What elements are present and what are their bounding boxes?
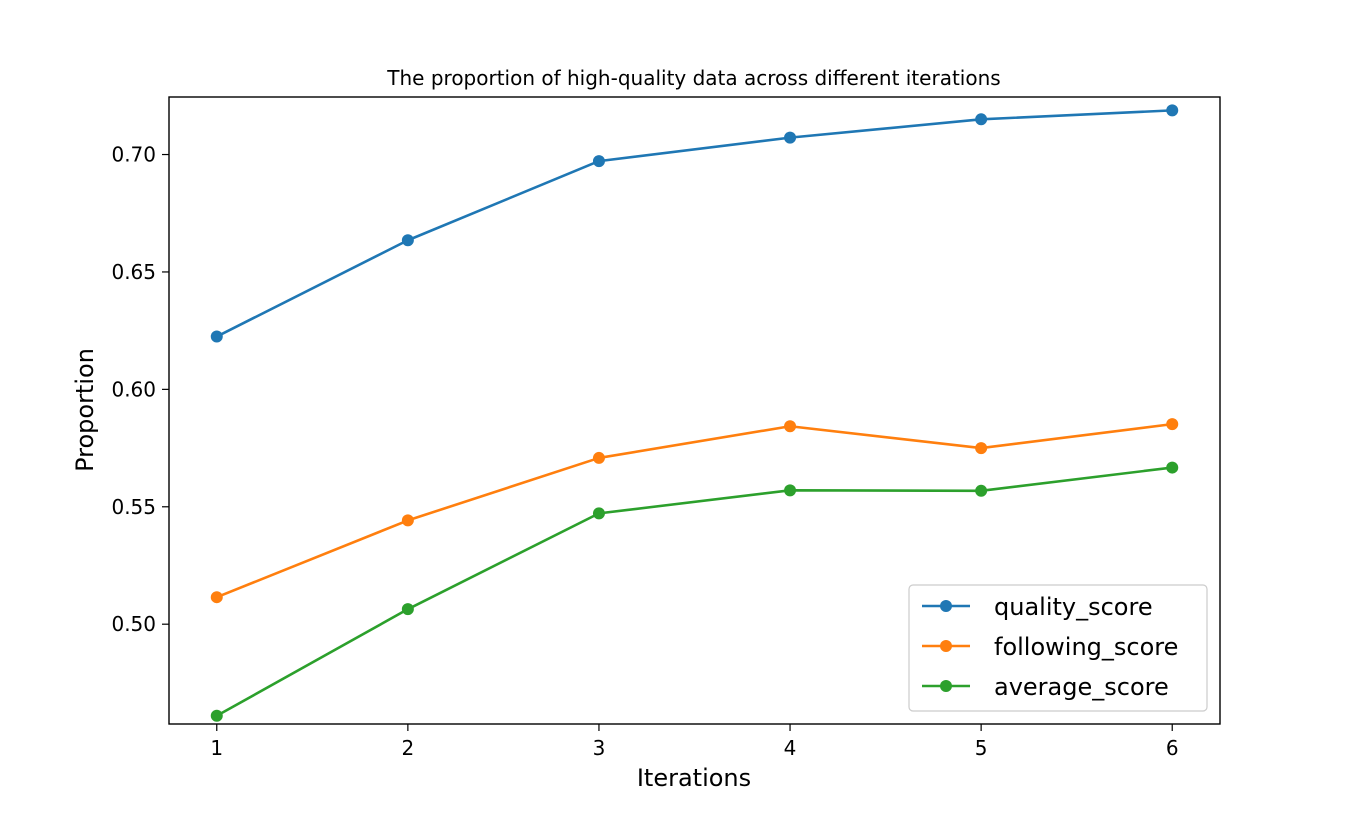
data-point-following_score	[975, 442, 988, 455]
data-point-following_score	[210, 591, 223, 604]
series-line-quality_score	[215, 109, 1174, 338]
legend-marker-quality_score	[940, 600, 952, 612]
data-point-average_score	[1166, 461, 1179, 474]
legend: quality_score following_score average_scor…	[908, 584, 1208, 712]
legend-marker-following_score	[940, 640, 952, 652]
x-tick-label: 4	[784, 736, 797, 760]
data-point-average_score	[210, 709, 223, 722]
x-axis-ticks: 1 2 3 4 5 6	[210, 724, 1179, 760]
plot-marks	[210, 104, 1179, 722]
plot-area-frame	[168, 96, 1221, 725]
legend-label-average_score: average_score	[994, 673, 1169, 701]
data-point-following_score	[401, 514, 414, 527]
y-tick-label: 0.60	[111, 377, 156, 401]
data-point-quality_score	[784, 131, 797, 144]
y-tick-label: 0.55	[111, 495, 156, 519]
data-point-following_score	[1166, 418, 1179, 431]
legend-marker-average_score	[940, 680, 952, 692]
data-point-quality_score	[975, 113, 988, 126]
data-point-quality_score	[210, 330, 223, 343]
data-point-average_score	[784, 484, 797, 497]
x-tick-label: 6	[1166, 736, 1179, 760]
legend-box	[908, 584, 1208, 712]
x-axis-label: Iterations	[637, 764, 751, 792]
series-line-average_score	[215, 466, 1174, 718]
x-tick-label: 2	[401, 736, 414, 760]
legend-label-quality_score: quality_score	[994, 593, 1153, 621]
data-point-average_score	[975, 484, 988, 497]
y-tick-label: 0.50	[111, 612, 156, 636]
data-point-average_score	[401, 603, 414, 616]
x-tick-label: 1	[210, 736, 223, 760]
data-point-quality_score	[401, 234, 414, 247]
x-tick-label: 5	[975, 736, 988, 760]
x-tick-label: 3	[593, 736, 606, 760]
y-axis-label: Proportion	[71, 348, 99, 472]
data-point-following_score	[784, 420, 797, 433]
series-line-following_score	[215, 422, 1174, 599]
data-point-average_score	[592, 507, 605, 520]
y-axis-ticks: 0.50 0.55 0.60 0.65 0.70	[111, 143, 169, 636]
legend-label-following_score: following_score	[994, 633, 1178, 661]
chart-title: The proportion of high-quality data acro…	[386, 66, 1000, 90]
data-point-quality_score	[1166, 104, 1179, 117]
data-point-quality_score	[592, 155, 605, 168]
y-tick-label: 0.70	[111, 143, 156, 167]
y-tick-label: 0.65	[111, 260, 156, 284]
data-point-following_score	[592, 451, 605, 464]
